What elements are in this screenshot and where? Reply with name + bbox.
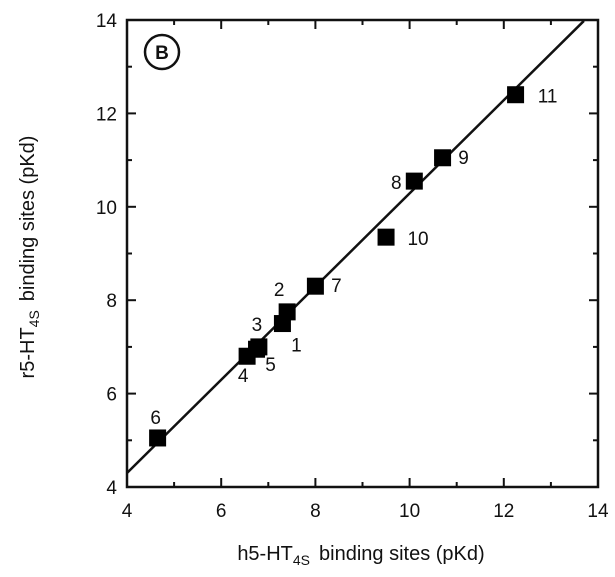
point-label-2: 2 <box>274 280 285 301</box>
data-point-8 <box>405 172 423 190</box>
y-axis-title-subscript: 4S <box>26 310 42 327</box>
y-tick-label: 8 <box>106 291 117 312</box>
point-label-6: 6 <box>150 408 161 429</box>
x-axis-title: h5-HT4S binding sites (pKd) <box>237 543 484 568</box>
y-tick-label: 6 <box>106 385 117 406</box>
point-label-4: 4 <box>238 366 249 387</box>
point-label-8: 8 <box>391 173 402 194</box>
data-points <box>149 86 525 447</box>
point-label-3: 3 <box>252 315 263 336</box>
y-tick-label: 4 <box>106 478 117 499</box>
data-point-11 <box>507 86 525 104</box>
data-point-6 <box>149 429 167 447</box>
y-tick-label: 14 <box>96 11 118 32</box>
point-label-11: 11 <box>538 87 558 108</box>
axes <box>125 18 600 489</box>
data-point-7 <box>306 277 324 295</box>
point-label-5: 5 <box>265 355 276 376</box>
x-tick-label: 8 <box>310 501 321 522</box>
data-point-9 <box>434 149 452 167</box>
x-tick-label: 10 <box>399 501 420 522</box>
point-label-1: 1 <box>291 336 302 357</box>
point-label-7: 7 <box>331 276 342 297</box>
x-tick-label: 12 <box>493 501 514 522</box>
panel-label-badge: B <box>143 33 181 71</box>
x-axis-title-subscript: 4S <box>293 552 310 568</box>
point-label-10: 10 <box>407 229 428 250</box>
y-tick-label: 10 <box>96 198 117 219</box>
y-axis-title: r5-HT4S binding sites (pKd) <box>17 136 42 379</box>
data-point-5 <box>248 340 266 358</box>
point-label-9: 9 <box>458 148 469 169</box>
panel-label: B <box>155 43 169 64</box>
x-tick-label: 6 <box>216 501 227 522</box>
y-axis-title-rest: binding sites (pKd) <box>17 136 39 302</box>
y-axis-title-main: r5-HT <box>17 327 39 378</box>
data-point-2 <box>278 303 296 321</box>
y-tick-label: 12 <box>96 104 117 125</box>
plot-frame <box>125 18 600 489</box>
x-tick-label: 14 <box>587 501 609 522</box>
data-point-10 <box>377 228 395 246</box>
x-axis-title-rest: binding sites (pKd) <box>319 543 485 565</box>
x-axis-title-main: h5-HT <box>237 543 293 565</box>
panel-label-circle <box>143 33 181 71</box>
tick-marks <box>126 19 599 488</box>
x-tick-label: 4 <box>122 501 133 522</box>
